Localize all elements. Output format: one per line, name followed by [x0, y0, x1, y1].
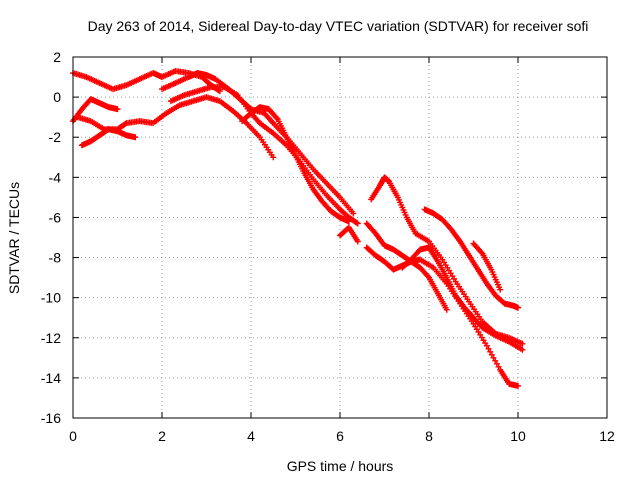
series-arc-h: [337, 224, 361, 245]
data-point: [519, 340, 526, 347]
y-tick-label: -8: [49, 250, 62, 266]
data-point: [492, 357, 499, 364]
data-point: [345, 218, 352, 225]
data-point: [269, 118, 276, 125]
x-tick-label: 6: [336, 428, 344, 444]
y-tick-label: 2: [53, 49, 61, 65]
y-tick-label: -4: [49, 169, 62, 185]
x-tick-label: 8: [425, 428, 433, 444]
data-point: [114, 106, 121, 113]
data-point: [485, 345, 492, 352]
y-tick-label: -14: [41, 370, 61, 386]
data-point: [354, 238, 361, 245]
data-point: [490, 354, 497, 361]
series-arc-d: [70, 96, 121, 125]
x-tick-label: 0: [69, 428, 77, 444]
series-arc-n: [470, 240, 504, 293]
series-arc-l: [399, 244, 526, 353]
data-point: [443, 306, 450, 313]
series-arc-i: [363, 220, 450, 313]
y-tick-label: -16: [41, 410, 61, 426]
data-point: [353, 219, 360, 226]
data-point: [350, 210, 357, 217]
series-arc-g: [239, 104, 352, 225]
x-axis-label: GPS time / hours: [287, 458, 394, 474]
axis-ticks: 0 2 4 6 8 10 12 2 0 -2 -4 -6 -8 -10 -12 -14 -16: [41, 49, 615, 444]
chart-title: Day 263 of 2014, Sidereal Day-to-day VTE…: [88, 18, 589, 34]
x-tick-label: 4: [247, 428, 255, 444]
data-point: [354, 220, 361, 227]
series-arc-e: [159, 70, 357, 217]
series-arc-j: [368, 174, 526, 347]
y-axis-label: SDTVAR / TECUs: [6, 182, 22, 294]
series-arc-m: [421, 206, 521, 311]
y-tick-label: -10: [41, 290, 61, 306]
data-point: [132, 134, 139, 141]
x-tick-label: 10: [510, 428, 526, 444]
plot-frame: [72, 56, 608, 419]
y-tick-label: -12: [41, 330, 61, 346]
data-point: [493, 360, 500, 367]
data-point: [519, 346, 526, 353]
series-arc-c: [78, 126, 139, 149]
data-point: [270, 154, 277, 161]
data-point: [495, 363, 502, 370]
data-marks: [70, 68, 526, 389]
x-tick-label: 2: [158, 428, 166, 444]
data-point: [273, 114, 280, 121]
data-point: [483, 342, 490, 349]
x-tick-label: 12: [599, 428, 615, 444]
data-point: [122, 120, 129, 127]
y-tick-label: 0: [53, 89, 61, 105]
data-point: [515, 304, 521, 311]
y-tick-label: -6: [49, 209, 62, 225]
data-point: [487, 348, 494, 355]
y-tick-label: -2: [49, 129, 62, 145]
data-point: [497, 286, 504, 293]
data-point: [424, 273, 431, 280]
data-point: [515, 382, 521, 389]
data-point: [478, 249, 485, 256]
grid: [73, 57, 607, 418]
data-point: [488, 351, 495, 358]
